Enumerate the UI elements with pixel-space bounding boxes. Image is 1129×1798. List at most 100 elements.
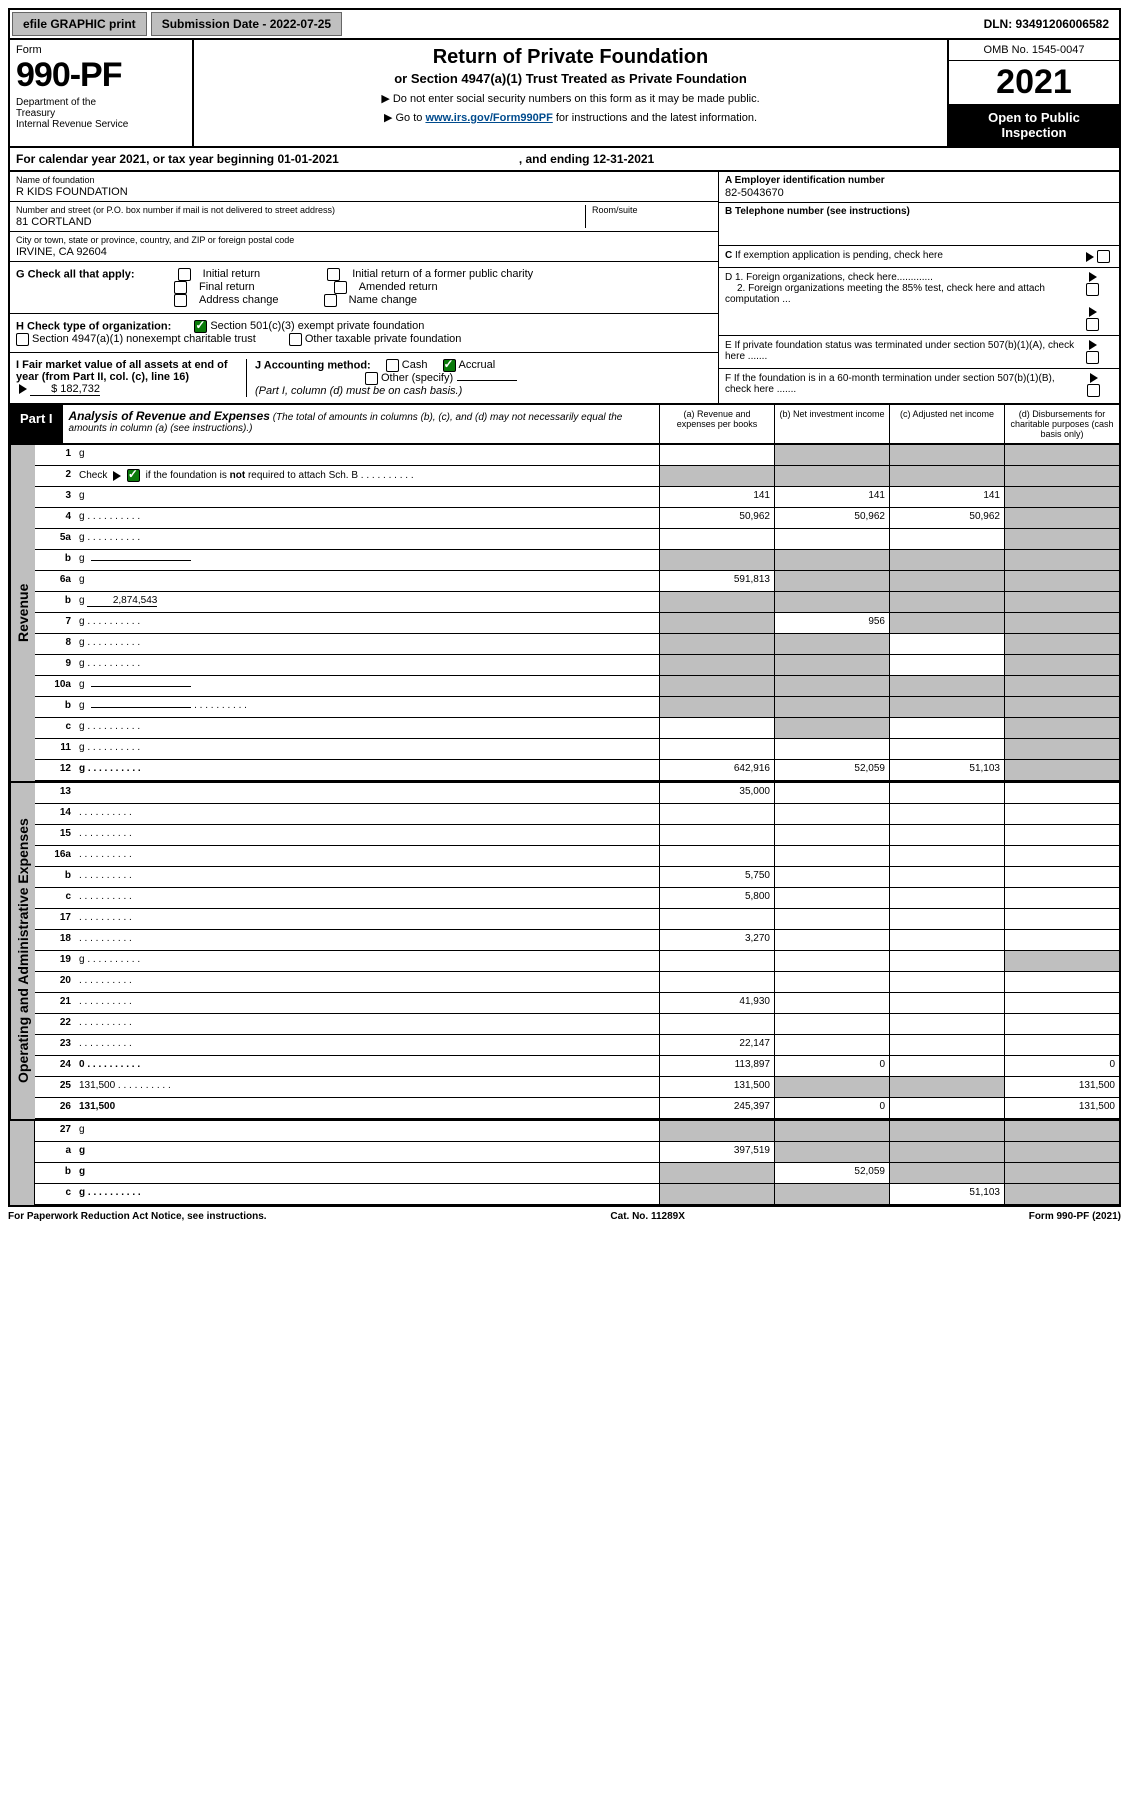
- line-number: b: [35, 1163, 75, 1183]
- f-text: F If the foundation is in a 60-month ter…: [725, 373, 1081, 395]
- amount-cell: [659, 972, 774, 992]
- grey-cell: [889, 550, 1004, 570]
- line-description: g: [75, 529, 659, 549]
- revenue-section: Revenue 1g2Check if the foundation is no…: [8, 445, 1121, 783]
- amount-cell: [659, 445, 774, 465]
- amount-cell: [774, 951, 889, 971]
- arrow-icon: [1089, 307, 1097, 317]
- j-note: (Part I, column (d) must be on cash basi…: [255, 385, 462, 397]
- 501c3-checkbox[interactable]: [194, 320, 207, 333]
- accrual-checkbox[interactable]: [443, 359, 456, 372]
- grey-cell: [774, 718, 889, 738]
- table-row: 16a: [35, 846, 1119, 867]
- line-number: 4: [35, 508, 75, 528]
- grey-cell: [659, 592, 774, 612]
- grey-cell: [1004, 529, 1119, 549]
- form-title: Return of Private Foundation: [200, 46, 941, 69]
- grey-cell: [1004, 613, 1119, 633]
- 4947-checkbox[interactable]: [16, 333, 29, 346]
- amount-cell: [774, 804, 889, 824]
- f-checkbox[interactable]: [1087, 384, 1100, 397]
- grey-cell: [1004, 1163, 1119, 1183]
- amount-cell: [889, 1014, 1004, 1034]
- other-taxable-checkbox[interactable]: [289, 333, 302, 346]
- grey-cell: [774, 592, 889, 612]
- line-number: 22: [35, 1014, 75, 1034]
- amended-checkbox[interactable]: [334, 281, 347, 294]
- amount-cell: [1004, 1035, 1119, 1055]
- address-change-checkbox[interactable]: [174, 294, 187, 307]
- line-description: [75, 993, 659, 1013]
- grey-cell: [1004, 760, 1119, 780]
- line-number: 18: [35, 930, 75, 950]
- line-number: 2: [35, 466, 75, 486]
- line-number: b: [35, 550, 75, 570]
- e-cell: E If private foundation status was termi…: [719, 336, 1119, 369]
- grey-cell: [774, 1121, 889, 1141]
- grey-cell: [889, 571, 1004, 591]
- other-specify-input[interactable]: [457, 380, 517, 381]
- amount-cell: [774, 1035, 889, 1055]
- line-number: 11: [35, 739, 75, 759]
- other-method-checkbox[interactable]: [365, 372, 378, 385]
- c-checkbox[interactable]: [1097, 250, 1110, 263]
- line-number: 26: [35, 1098, 75, 1118]
- amount-cell: [889, 804, 1004, 824]
- grey-cell: [889, 613, 1004, 633]
- name-change-checkbox[interactable]: [324, 294, 337, 307]
- line-number: 25: [35, 1077, 75, 1097]
- line-description: [75, 783, 659, 803]
- e-checkbox[interactable]: [1086, 351, 1099, 364]
- opt-former: Initial return of a former public charit…: [352, 268, 533, 280]
- grey-cell: [774, 550, 889, 570]
- line-description: [75, 825, 659, 845]
- table-row: bg 2,874,543: [35, 592, 1119, 613]
- amount-cell: [774, 825, 889, 845]
- line-number: c: [35, 888, 75, 908]
- final-return-checkbox[interactable]: [174, 281, 187, 294]
- line-number: 1: [35, 445, 75, 465]
- line-description: [75, 909, 659, 929]
- amount-cell: 52,059: [774, 1163, 889, 1183]
- grey-cell: [1004, 697, 1119, 717]
- form-header: Form 990-PF Department of theTreasuryInt…: [8, 40, 1121, 148]
- c-cell: C If exemption application is pending, c…: [719, 246, 1119, 268]
- table-row: 240113,89700: [35, 1056, 1119, 1077]
- note-post: for instructions and the latest informat…: [553, 112, 757, 124]
- amount-cell: 5,800: [659, 888, 774, 908]
- line-number: 19: [35, 951, 75, 971]
- irs-link[interactable]: www.irs.gov/Form990PF: [425, 112, 552, 124]
- table-row: 6ag591,813: [35, 571, 1119, 592]
- d2-text: 2. Foreign organizations meeting the 85%…: [725, 283, 1045, 305]
- h-opt3: Other taxable private foundation: [305, 333, 462, 345]
- table-row: b5,750: [35, 867, 1119, 888]
- cash-checkbox[interactable]: [386, 359, 399, 372]
- line-number: c: [35, 1184, 75, 1204]
- opt-amended: Amended return: [359, 281, 438, 293]
- d1-checkbox[interactable]: [1086, 283, 1099, 296]
- open-public-badge: Open to PublicInspection: [949, 104, 1119, 146]
- grey-cell: [774, 1142, 889, 1162]
- amount-cell: [889, 951, 1004, 971]
- amount-cell: 131,500: [1004, 1098, 1119, 1118]
- expense-side-label: Operating and Administrative Expenses: [10, 783, 35, 1119]
- grey-cell: [1004, 571, 1119, 591]
- initial-return-checkbox[interactable]: [178, 268, 191, 281]
- line-description: g: [75, 697, 659, 717]
- line-number: 10a: [35, 676, 75, 696]
- calendar-year-row: For calendar year 2021, or tax year begi…: [8, 148, 1121, 172]
- amount-cell: [889, 634, 1004, 654]
- line-number: b: [35, 592, 75, 612]
- h-opt1: Section 501(c)(3) exempt private foundat…: [210, 320, 424, 332]
- table-row: 2Check if the foundation is not required…: [35, 466, 1119, 487]
- initial-former-checkbox[interactable]: [327, 268, 340, 281]
- line-number: 7: [35, 613, 75, 633]
- efile-print-btn[interactable]: efile GRAPHIC print: [12, 12, 147, 36]
- grey-cell: [659, 697, 774, 717]
- line-description: g: [75, 1163, 659, 1183]
- grey-cell: [1004, 445, 1119, 465]
- line-number: 3: [35, 487, 75, 507]
- d2-checkbox[interactable]: [1086, 318, 1099, 331]
- bottom-rows: 27gag397,519bg52,059cg51,103: [35, 1121, 1119, 1205]
- grey-cell: [774, 634, 889, 654]
